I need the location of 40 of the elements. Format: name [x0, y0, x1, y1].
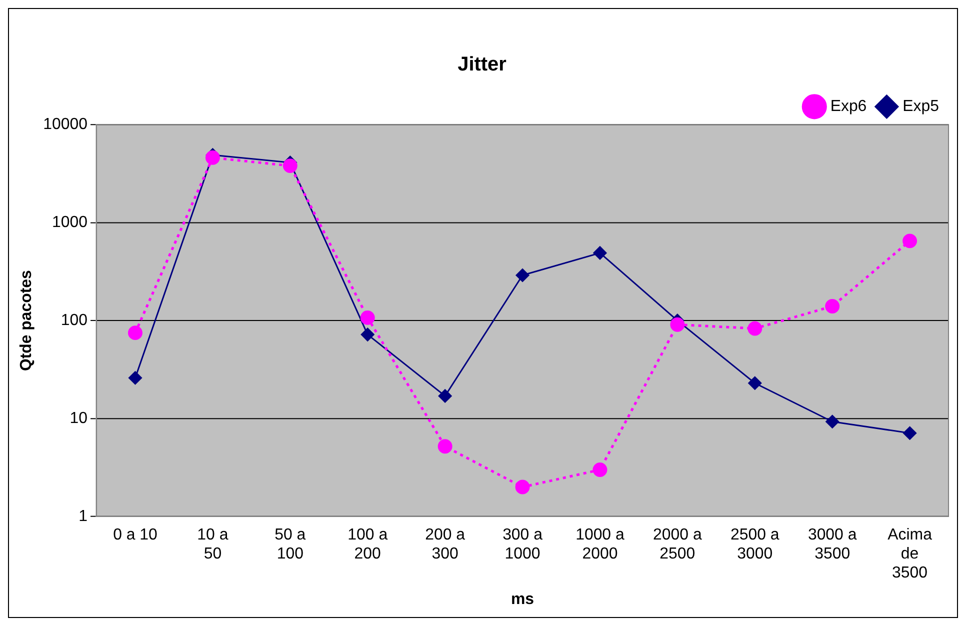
x-tick-label: 50 a 100 — [274, 526, 306, 563]
point — [902, 234, 918, 248]
x-tick-label: 2500 a 3000 — [730, 526, 780, 563]
x-tick-label: 0 a 10 — [113, 526, 158, 544]
point — [360, 328, 374, 342]
x-tick-label: 2000 a 2500 — [653, 526, 702, 563]
y-axis-title: Qtde pacotes — [18, 270, 35, 372]
x-tick-label: Acima de 3500 — [888, 526, 932, 582]
point — [282, 158, 298, 174]
point — [438, 389, 452, 403]
point — [128, 326, 142, 340]
point — [128, 371, 142, 385]
legend-label: Exp5 — [902, 98, 940, 116]
point — [205, 150, 220, 165]
chart-title: Jitter — [458, 53, 507, 76]
point — [593, 246, 607, 260]
point — [748, 376, 762, 390]
point — [825, 299, 840, 314]
x-tick-label: 300 a 1000 — [502, 526, 543, 563]
point — [360, 310, 375, 325]
x-tick-label: 200 a 300 — [425, 526, 466, 563]
x-tick-label: 1000 a 2000 — [576, 526, 624, 563]
legend-label: Exp6 — [830, 98, 867, 116]
x-tick-label: 10 a 50 — [197, 526, 228, 563]
y-tick-label: 100 — [60, 312, 88, 329]
point — [438, 439, 452, 454]
y-tick-label: 1 — [78, 508, 88, 525]
y-tick-label: 10000 — [43, 116, 88, 134]
point — [670, 317, 685, 332]
point — [826, 414, 840, 428]
point — [748, 321, 762, 336]
point — [515, 480, 530, 494]
x-axis-title: ms — [510, 590, 534, 608]
point — [903, 426, 917, 440]
x-tick-label: 100 a 200 — [348, 526, 388, 563]
point — [516, 268, 530, 282]
y-tick-label: 10 — [70, 410, 88, 427]
point — [592, 462, 608, 478]
y-tick-label: 1000 — [52, 214, 88, 231]
x-tick-label: 3000 a 3500 — [808, 526, 857, 563]
